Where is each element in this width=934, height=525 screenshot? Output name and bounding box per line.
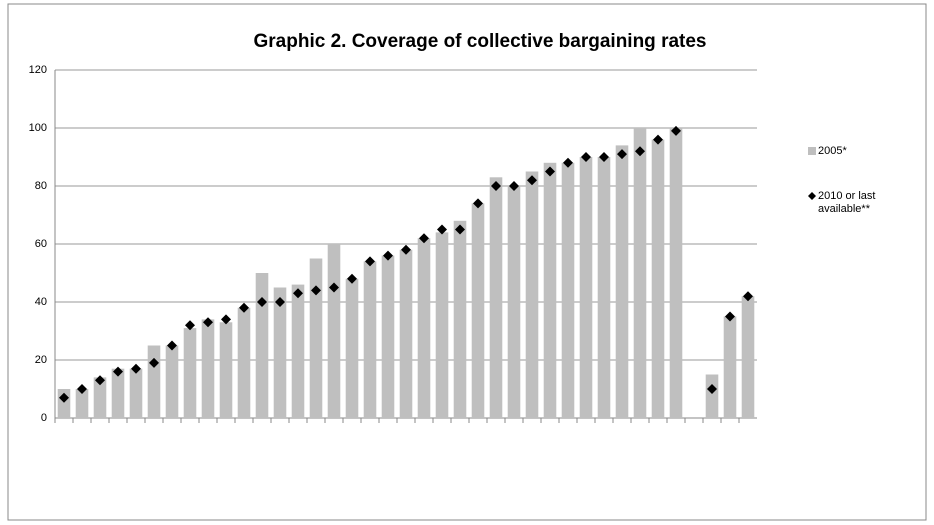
marker — [527, 175, 537, 186]
legend-swatch — [808, 147, 816, 155]
y-tick-label: 20 — [35, 354, 47, 366]
bar — [741, 296, 755, 418]
bar — [615, 145, 629, 418]
bar — [165, 345, 179, 418]
marker — [707, 384, 717, 394]
bar — [543, 162, 557, 418]
marker — [239, 302, 249, 313]
marker — [653, 134, 663, 145]
bar — [75, 389, 89, 418]
marker — [437, 224, 447, 235]
bar — [633, 128, 647, 418]
y-tick-label: 60 — [35, 238, 47, 250]
marker — [383, 250, 393, 261]
bar — [111, 368, 125, 418]
bar — [399, 249, 413, 418]
bar — [219, 322, 233, 418]
bar — [489, 177, 503, 418]
bar — [705, 374, 719, 418]
y-tick-label: 80 — [35, 180, 47, 192]
bar — [93, 377, 107, 418]
marker — [491, 181, 501, 191]
bar — [201, 319, 215, 418]
marker — [329, 282, 339, 293]
marker — [77, 384, 87, 394]
marker — [257, 297, 267, 307]
y-tick-label: 40 — [35, 296, 47, 308]
bar — [255, 273, 269, 418]
marker — [473, 198, 483, 209]
marker — [311, 285, 321, 296]
legend-item: 2005* — [808, 145, 923, 158]
marker — [59, 392, 69, 403]
bar — [183, 328, 197, 418]
bar — [651, 139, 665, 418]
bar — [597, 157, 611, 418]
marker — [563, 157, 573, 168]
marker — [167, 340, 177, 351]
bar — [237, 307, 251, 418]
bar — [723, 316, 737, 418]
marker — [365, 256, 375, 267]
chart-title: Graphic 2. Coverage of collective bargai… — [254, 31, 707, 52]
bar — [381, 255, 395, 418]
bar — [525, 171, 539, 418]
legend-swatch — [808, 192, 816, 200]
marker — [275, 297, 285, 307]
legend-item: 2010 or last available** — [808, 190, 923, 216]
marker — [221, 314, 231, 325]
marker — [743, 291, 753, 302]
marker — [419, 233, 429, 244]
bar — [417, 238, 431, 418]
marker — [725, 311, 735, 322]
marker — [113, 366, 123, 377]
bar — [561, 162, 575, 418]
marker — [635, 146, 645, 157]
y-tick-label: 100 — [29, 122, 47, 134]
bar — [471, 203, 485, 418]
bar — [273, 287, 287, 418]
marker — [509, 181, 519, 191]
marker — [131, 363, 141, 374]
marker — [455, 224, 465, 235]
bar — [363, 261, 377, 418]
bar — [345, 278, 359, 418]
marker — [401, 244, 411, 255]
marker — [149, 357, 159, 368]
chart-border — [7, 3, 927, 521]
bar — [507, 186, 521, 418]
legend-label: 2010 or last available** — [818, 190, 876, 215]
marker — [95, 375, 105, 386]
bar — [129, 368, 143, 418]
marker — [293, 288, 303, 299]
bar — [327, 244, 341, 418]
bar — [669, 128, 683, 418]
legend-label: 2005* — [818, 145, 847, 157]
marker — [203, 317, 213, 328]
y-tick-label: 0 — [41, 412, 47, 424]
bar — [291, 284, 305, 418]
marker — [599, 152, 609, 162]
marker — [671, 125, 681, 136]
bar — [309, 258, 323, 418]
y-tick-label: 120 — [29, 64, 47, 76]
marker — [185, 320, 195, 331]
marker — [617, 149, 627, 160]
bar — [435, 232, 449, 418]
bar — [453, 220, 467, 418]
bar — [147, 345, 161, 418]
bar — [579, 157, 593, 418]
marker — [581, 152, 591, 162]
marker — [347, 273, 357, 284]
marker — [545, 166, 555, 177]
